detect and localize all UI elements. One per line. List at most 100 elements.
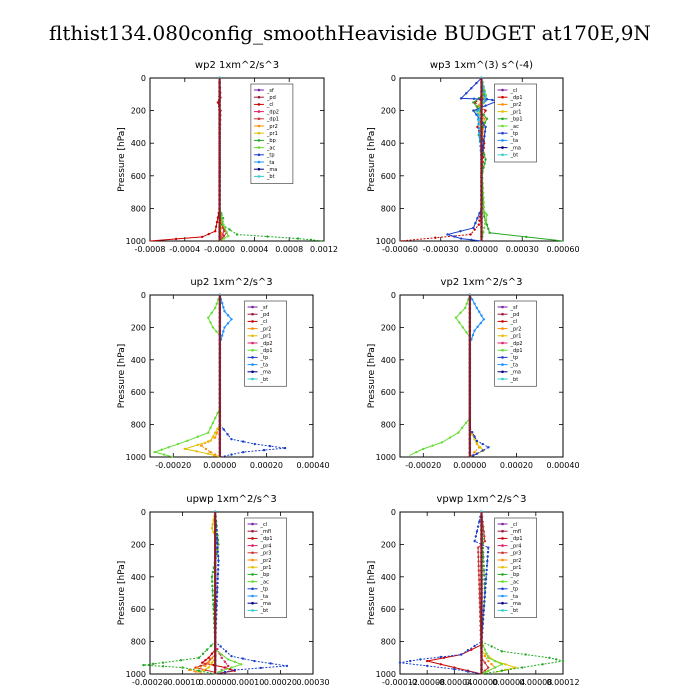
series-point	[482, 609, 485, 612]
legend-marker	[257, 103, 261, 106]
x-tick-label: 0.00000	[199, 678, 232, 687]
legend-entry: _bp	[260, 572, 270, 578]
series-point	[152, 662, 155, 666]
legend-entry: _bt	[266, 174, 275, 180]
series-point	[217, 563, 220, 567]
y-tick-label: 600	[131, 388, 146, 397]
legend-entry: _pr1	[510, 565, 522, 571]
legend-marker	[251, 609, 254, 612]
legend-marker	[251, 573, 254, 576]
legend-marker	[501, 103, 504, 106]
series-point	[204, 659, 207, 662]
series-pr1	[182, 293, 222, 458]
series-point	[439, 655, 442, 659]
legend-entry: _ta	[260, 594, 269, 600]
series-point	[470, 648, 473, 651]
series-point	[472, 109, 475, 112]
y-tick-label: 1000	[126, 670, 146, 679]
series-point	[482, 613, 485, 616]
series-point	[475, 81, 478, 85]
series-point	[230, 318, 233, 321]
series-point	[485, 97, 489, 101]
series-point	[408, 659, 412, 663]
series-point	[216, 568, 220, 571]
legend-entry: _pr1	[510, 109, 522, 115]
x-tick-label: 0.00020	[264, 678, 297, 687]
legend-entry: _dp1	[510, 348, 523, 354]
series-point	[174, 237, 178, 241]
series-point	[485, 568, 488, 572]
y-tick-label: 800	[381, 204, 396, 213]
series-point	[482, 530, 485, 533]
series-point	[211, 594, 215, 597]
panel-3: up2 1xm^2/s^3 Pressure [hPa] 0 200 400 600 800…	[117, 277, 330, 470]
series-point	[446, 233, 449, 236]
legend-marker	[251, 348, 254, 352]
series-point	[483, 210, 486, 213]
x-tick-label: 0.00000	[465, 245, 498, 254]
series-point	[186, 439, 189, 442]
series-line	[152, 294, 221, 458]
series-point	[482, 604, 486, 608]
series-point	[425, 659, 429, 663]
series-point	[483, 121, 487, 125]
series-point	[486, 550, 490, 554]
series-point	[487, 659, 490, 663]
legend-marker	[251, 551, 254, 555]
series-point	[226, 433, 229, 436]
y-axis-label: Pressure [hPa]	[117, 561, 127, 626]
legend-entry: _pr1	[260, 565, 272, 571]
series-point	[253, 442, 256, 446]
series-point	[477, 573, 481, 577]
series-point	[481, 449, 484, 452]
series-point	[216, 647, 219, 651]
series-point	[514, 666, 517, 669]
series-point	[196, 666, 199, 670]
legend-marker	[501, 312, 504, 316]
series-point	[473, 302, 476, 305]
series-cl	[149, 76, 222, 242]
x-tick-label: -0.00012	[382, 678, 418, 687]
y-tick-label: 400	[381, 573, 396, 582]
series-point	[474, 535, 478, 538]
series-point	[212, 603, 215, 606]
series-point	[269, 662, 272, 665]
series-point	[482, 555, 485, 559]
legend-entry: _tp	[266, 153, 275, 159]
series-point	[500, 663, 504, 666]
series-point	[471, 333, 475, 337]
series-point	[459, 97, 463, 100]
y-tick-label: 800	[131, 204, 146, 213]
series-point	[484, 577, 488, 581]
series-point	[422, 447, 425, 451]
series-point	[224, 650, 228, 653]
series-point	[207, 660, 210, 664]
legend-marker	[501, 320, 504, 323]
series-point	[216, 554, 220, 558]
legend-entry: _ma	[260, 370, 271, 376]
series-point	[296, 237, 300, 240]
legend-marker	[501, 377, 504, 381]
series-point	[477, 310, 481, 313]
legend-entry: _ta	[510, 138, 519, 144]
legend-entry: _pr1	[260, 334, 272, 340]
series-point	[485, 223, 489, 226]
series-point	[448, 436, 452, 439]
legend-marker	[257, 167, 261, 171]
series-point	[216, 572, 220, 576]
legend-entry: _ta	[266, 160, 275, 166]
series-point	[483, 654, 487, 658]
legend-marker	[257, 124, 261, 128]
legend-marker	[251, 363, 254, 366]
y-tick-label: 200	[381, 323, 396, 332]
series-bp	[142, 510, 220, 675]
series-point	[266, 235, 269, 238]
series-point	[142, 663, 145, 667]
series-point	[477, 223, 480, 226]
y-tick-label: 200	[131, 107, 146, 116]
series-point	[181, 666, 184, 669]
series-point	[219, 645, 222, 648]
series-point	[482, 200, 485, 204]
series-point	[473, 450, 476, 454]
series-point	[233, 660, 236, 664]
